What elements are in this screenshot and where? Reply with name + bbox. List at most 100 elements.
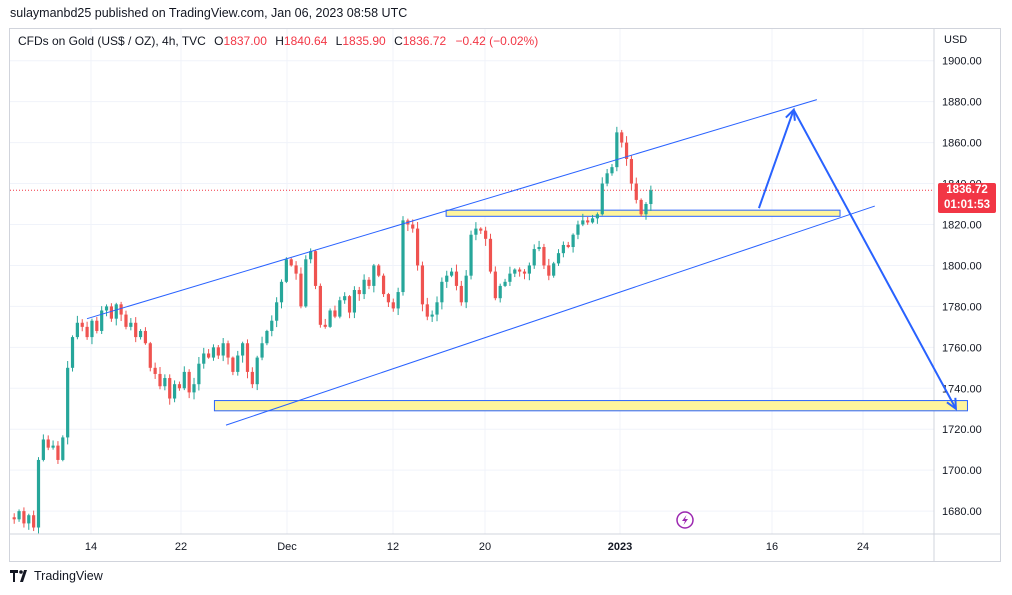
arrowhead-down-icon [946, 397, 957, 411]
candle-body [386, 294, 391, 303]
candle-body [372, 265, 376, 286]
candle-body [464, 275, 468, 303]
candle-body [270, 320, 274, 331]
high-value: 1840.64 [283, 34, 328, 48]
candle-body [100, 310, 104, 331]
close-value: 1836.72 [402, 34, 447, 48]
candle-body [250, 371, 254, 385]
candle-body [95, 320, 99, 331]
candle-body [153, 367, 157, 374]
candle-body [527, 265, 531, 274]
candle-body [518, 269, 522, 272]
candle-body [605, 173, 609, 184]
candle-body [367, 279, 371, 286]
candle-body [138, 330, 143, 338]
support-zone [213, 400, 968, 412]
candle-body [226, 343, 230, 358]
candle-body [576, 224, 580, 235]
x-tick-label: 14 [85, 541, 97, 553]
candle-body [459, 285, 463, 303]
candle-body [275, 302, 279, 321]
x-tick-label: Dec [277, 541, 297, 553]
candle-body [27, 515, 31, 524]
change-value: −0.42 (−0.02%) [455, 34, 539, 48]
bar-countdown: 01:01:53 [943, 199, 991, 211]
candle-body [508, 273, 512, 282]
candle-body [46, 439, 50, 448]
y-tick-label: 1800.00 [942, 260, 982, 272]
high-label: H [275, 34, 284, 48]
candle-body [221, 343, 225, 356]
candle-body [202, 353, 206, 364]
low-value: 1835.90 [342, 34, 386, 48]
candle-body [542, 247, 546, 266]
candle-body [207, 353, 211, 358]
candle-body [590, 218, 595, 223]
candle-body [85, 326, 89, 338]
candle-body [440, 281, 444, 303]
candle-body [435, 302, 439, 315]
symbol-label[interactable]: CFDs on Gold (US$ / OZ), 4h, TVC [18, 34, 206, 48]
candle-body [357, 290, 361, 295]
forecast-arrow-path [757, 108, 957, 410]
candle-body [75, 322, 79, 338]
candle-body [498, 285, 502, 299]
candle-body [245, 343, 250, 372]
candle-body [556, 253, 561, 264]
candle-body [352, 290, 356, 313]
close-label: C [394, 34, 403, 48]
chart-legend: CFDs on Gold (US$ / OZ), 4h, TVC O1837.0… [18, 34, 538, 48]
candle-body [241, 343, 245, 356]
candle-body [172, 384, 177, 399]
y-tick-label: 1720.00 [942, 424, 982, 436]
channel-upper-line [86, 99, 817, 320]
candle-body [187, 371, 191, 393]
candle-body [532, 249, 536, 266]
candle-body [547, 265, 551, 276]
candle-body [343, 296, 347, 301]
candle-body [333, 310, 337, 317]
footer-brand[interactable]: TradingView [10, 569, 103, 583]
x-tick-label: 12 [387, 541, 399, 553]
candle-body [634, 183, 638, 200]
candle-body [289, 259, 293, 266]
open-label: O [214, 34, 224, 48]
candle-body [347, 296, 352, 313]
candle-body [104, 306, 109, 311]
chart-area[interactable]: 1680.00 1700.00 1720.00 1740.00 1760.00 1780.… [9, 28, 1001, 562]
candle-body [304, 259, 308, 307]
candle-body [284, 259, 288, 282]
lightning-icon [682, 515, 688, 525]
candle-body [488, 238, 493, 272]
candle-body [22, 511, 26, 524]
y-tick-label: 1700.00 [942, 465, 982, 477]
candle-body [479, 228, 483, 231]
price-chart[interactable]: 1680.00 1700.00 1720.00 1740.00 1760.00 1780.… [10, 29, 1001, 562]
candle-body [586, 220, 590, 223]
candle-body [309, 251, 313, 260]
candle-body [639, 199, 643, 215]
y-tick-label: 1740.00 [942, 383, 982, 395]
candle-body [36, 459, 41, 528]
candle-body [493, 271, 497, 299]
candle-body [56, 445, 60, 460]
candle-body [41, 439, 45, 460]
candle-body [484, 230, 488, 239]
channel-lower-line [225, 205, 875, 426]
candle-body [124, 314, 128, 327]
last-price-tag: 1836.72 01:01:53 [938, 183, 996, 213]
arrowhead-up-icon [785, 107, 796, 121]
candle-body [338, 300, 342, 317]
candle-body [610, 167, 614, 174]
candle-body [552, 263, 556, 276]
candle-body [381, 275, 386, 295]
candle-body [114, 304, 118, 319]
candle-body [474, 228, 478, 235]
candle-body [561, 244, 565, 254]
y-tick-label: 1900.00 [942, 56, 982, 68]
candle-body [80, 322, 84, 327]
candle-body [391, 302, 395, 309]
candle-body [323, 324, 327, 327]
y-tick-label: 1780.00 [942, 301, 982, 313]
candle-body [454, 271, 459, 286]
